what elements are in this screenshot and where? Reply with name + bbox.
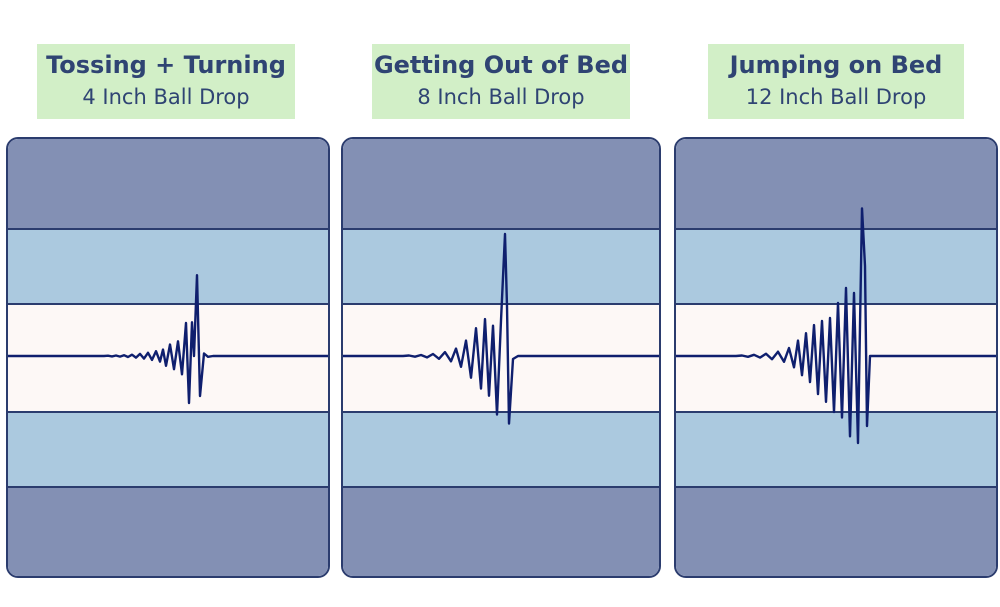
band-bottom: [8, 487, 328, 576]
chart-subtitle: 4 Inch Ball Drop: [82, 85, 250, 109]
band-lower: [343, 412, 659, 487]
band-upper: [676, 229, 996, 304]
band-lower: [676, 412, 996, 487]
chart-svg: [676, 139, 996, 576]
chart-title: Getting Out of Bed: [373, 51, 629, 79]
band-bottom: [343, 487, 659, 576]
chart-svg: [8, 139, 328, 576]
chart-panel-3: [674, 137, 998, 578]
band-upper: [343, 229, 659, 304]
label-box-1: Tossing + Turning 4 Inch Ball Drop: [37, 44, 295, 119]
chart-panel-1: [6, 137, 330, 578]
label-box-3: Jumping on Bed 12 Inch Ball Drop: [708, 44, 964, 119]
label-box-2: Getting Out of Bed 8 Inch Ball Drop: [372, 44, 630, 119]
chart-title: Jumping on Bed: [729, 51, 943, 79]
chart-title: Tossing + Turning: [46, 51, 286, 79]
band-top: [8, 139, 328, 229]
chart-panel-2: [341, 137, 661, 578]
chart-svg: [343, 139, 659, 576]
band-lower: [8, 412, 328, 487]
band-bottom: [676, 487, 996, 576]
band-upper: [8, 229, 328, 304]
band-top: [343, 139, 659, 229]
chart-subtitle: 12 Inch Ball Drop: [745, 85, 927, 109]
chart-subtitle: 8 Inch Ball Drop: [417, 85, 585, 109]
band-top: [676, 139, 996, 229]
motion-trace-line: [343, 232, 659, 425]
motion-trace-line: [676, 207, 996, 445]
motion-trace-line: [8, 274, 328, 405]
